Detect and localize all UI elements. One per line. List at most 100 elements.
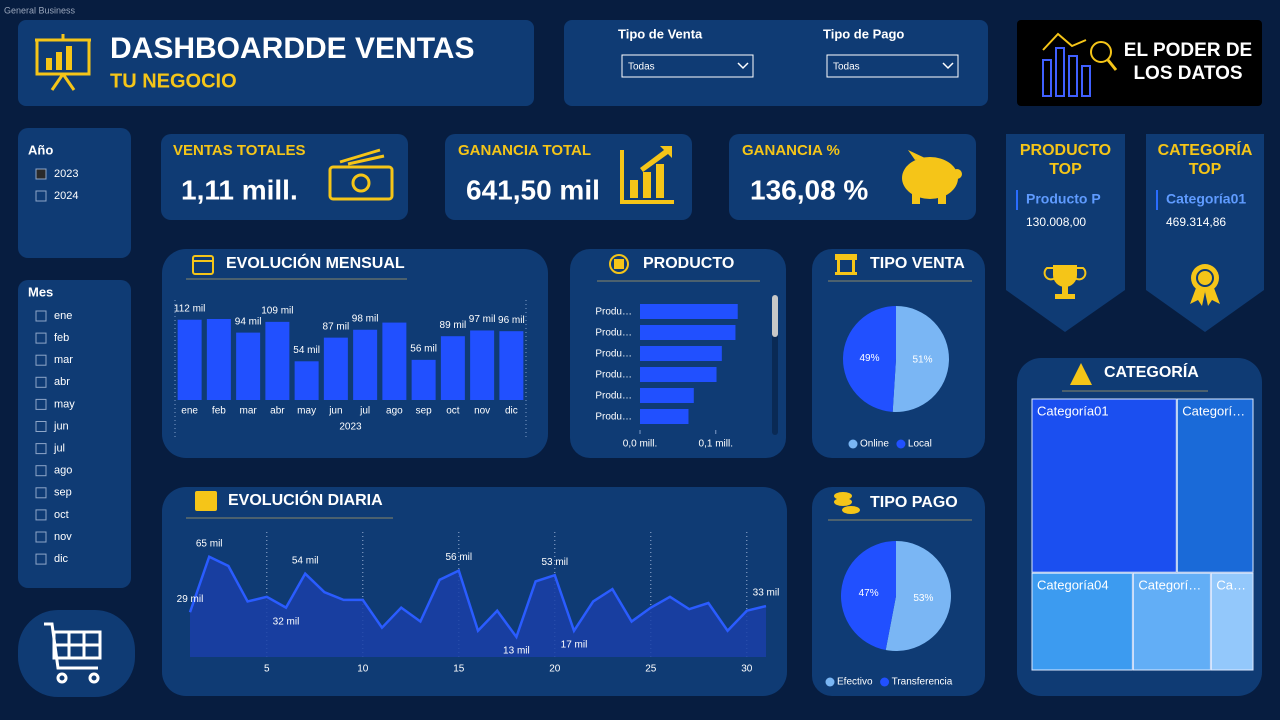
data-label: 13 mil: [503, 646, 530, 657]
filter-panel: [564, 20, 988, 106]
legend-marker: [896, 439, 906, 449]
x-tick-label: 10: [357, 664, 369, 675]
chart-title: TIPO VENTA: [870, 255, 965, 272]
slicer-option: oct: [54, 509, 69, 521]
y-tick-label: Produ…: [595, 391, 632, 402]
treemap-cell: [1031, 572, 1133, 671]
dropdown-chevron: [737, 62, 749, 70]
slicer-option: may: [54, 398, 75, 410]
treemap-cell: [1031, 398, 1177, 573]
dropdown-chevron: [942, 62, 954, 70]
checkbox[interactable]: [35, 190, 47, 202]
legend-label: Online: [860, 439, 889, 450]
data-label: 51%: [912, 354, 932, 365]
checkbox[interactable]: [35, 465, 47, 477]
data-label: 94 mil: [235, 316, 262, 327]
bar: [382, 322, 407, 400]
dashboard-subtitle: TU NEGOCIO: [110, 70, 237, 92]
data-label: 17 mil: [561, 639, 588, 650]
bar: [177, 319, 202, 400]
slicer-option: sep: [54, 487, 72, 499]
slicer-option: mar: [54, 354, 73, 366]
dashboard-title: DASHBOARDDE VENTAS: [110, 32, 474, 65]
medal-icon: [1190, 264, 1220, 306]
treemap-label: Categorí…: [1182, 403, 1245, 418]
scrollbar[interactable]: [772, 295, 778, 435]
bar: [236, 332, 261, 400]
treemap-label: Categoría01: [1037, 403, 1109, 418]
bar: [411, 359, 436, 400]
pie-slice: [892, 306, 949, 413]
bar: [470, 330, 495, 400]
slicer-option: feb: [54, 332, 69, 344]
legend-label: Efectivo: [837, 677, 873, 688]
data-label: 49%: [860, 353, 880, 364]
checkbox[interactable]: [35, 376, 47, 388]
checkbox[interactable]: [35, 354, 47, 366]
bar: [206, 319, 231, 400]
growth-icon: [620, 146, 674, 204]
data-label: 56 mil: [410, 343, 437, 354]
bar: [640, 388, 694, 403]
x-axis-label: 2023: [339, 422, 362, 433]
treemap-cell: [1132, 572, 1211, 671]
brand-panel: [1017, 20, 1262, 106]
bar: [265, 321, 290, 400]
kpi-panel: [445, 134, 692, 220]
data-label: 33 mil: [753, 588, 780, 599]
top-card-title: CATEGORÍA TOP: [1157, 142, 1253, 179]
checkbox[interactable]: [35, 443, 47, 455]
checkbox[interactable]: [35, 553, 47, 565]
legend-marker: [825, 677, 835, 687]
slicer-option: nov: [54, 531, 72, 543]
cart-panel: [18, 610, 135, 697]
x-tick-label: abr: [270, 406, 285, 417]
bar: [640, 346, 722, 361]
year-panel: [18, 128, 131, 258]
kpi-value: 1,11 mill.: [181, 174, 298, 205]
chart-title: EVOLUCIÓN DIARIA: [228, 490, 383, 509]
kpi-label: GANANCIA TOTAL: [458, 142, 591, 159]
top-card-panel: [1006, 134, 1125, 332]
kpi-label: VENTAS TOTALES: [173, 142, 306, 159]
legend-label: Transferencia: [892, 677, 953, 688]
line: [188, 554, 767, 640]
checkbox[interactable]: [35, 487, 47, 499]
x-tick-label: 0,0 mill.: [623, 439, 657, 450]
x-tick-label: 25: [645, 664, 657, 675]
y-tick-label: Produ…: [595, 412, 632, 423]
data-label: 96 mil: [498, 315, 525, 326]
x-tick-label: may: [297, 406, 316, 417]
checkbox[interactable]: [35, 332, 47, 344]
pyramid-icon: [1070, 363, 1092, 385]
trophy-icon: [1043, 265, 1087, 299]
dropdown[interactable]: [826, 54, 959, 78]
checkbox[interactable]: [35, 168, 47, 180]
checkbox[interactable]: [35, 509, 47, 521]
checkbox[interactable]: [35, 398, 47, 410]
top-card-title: PRODUCTO TOP: [1019, 142, 1112, 179]
slicer-option: abr: [54, 376, 70, 388]
bar: [440, 336, 465, 400]
chart-title: TIPO PAGO: [870, 494, 958, 511]
slicer-option: ago: [54, 465, 72, 477]
checkbox[interactable]: [35, 310, 47, 322]
piggy-icon: [902, 150, 962, 204]
checkbox[interactable]: [35, 531, 47, 543]
treemap-label: Categorí…: [1138, 578, 1201, 593]
slicer-option: dic: [54, 553, 69, 565]
dropdown[interactable]: [621, 54, 754, 78]
bar: [640, 409, 689, 424]
y-tick-label: Produ…: [595, 370, 632, 381]
checkbox[interactable]: [35, 421, 47, 432]
chart-title: CATEGORÍA: [1104, 362, 1199, 381]
header-panel: [18, 20, 534, 106]
data-label: 97 mil: [469, 314, 496, 325]
data-label: 32 mil: [273, 616, 300, 627]
brand-icon: [1042, 32, 1118, 97]
x-tick-label: ene: [181, 406, 198, 417]
data-label: 54 mil: [293, 345, 320, 356]
store-icon: [835, 254, 857, 275]
chart-title: PRODUCTO: [643, 255, 734, 272]
treemap-cell: [1176, 398, 1254, 573]
